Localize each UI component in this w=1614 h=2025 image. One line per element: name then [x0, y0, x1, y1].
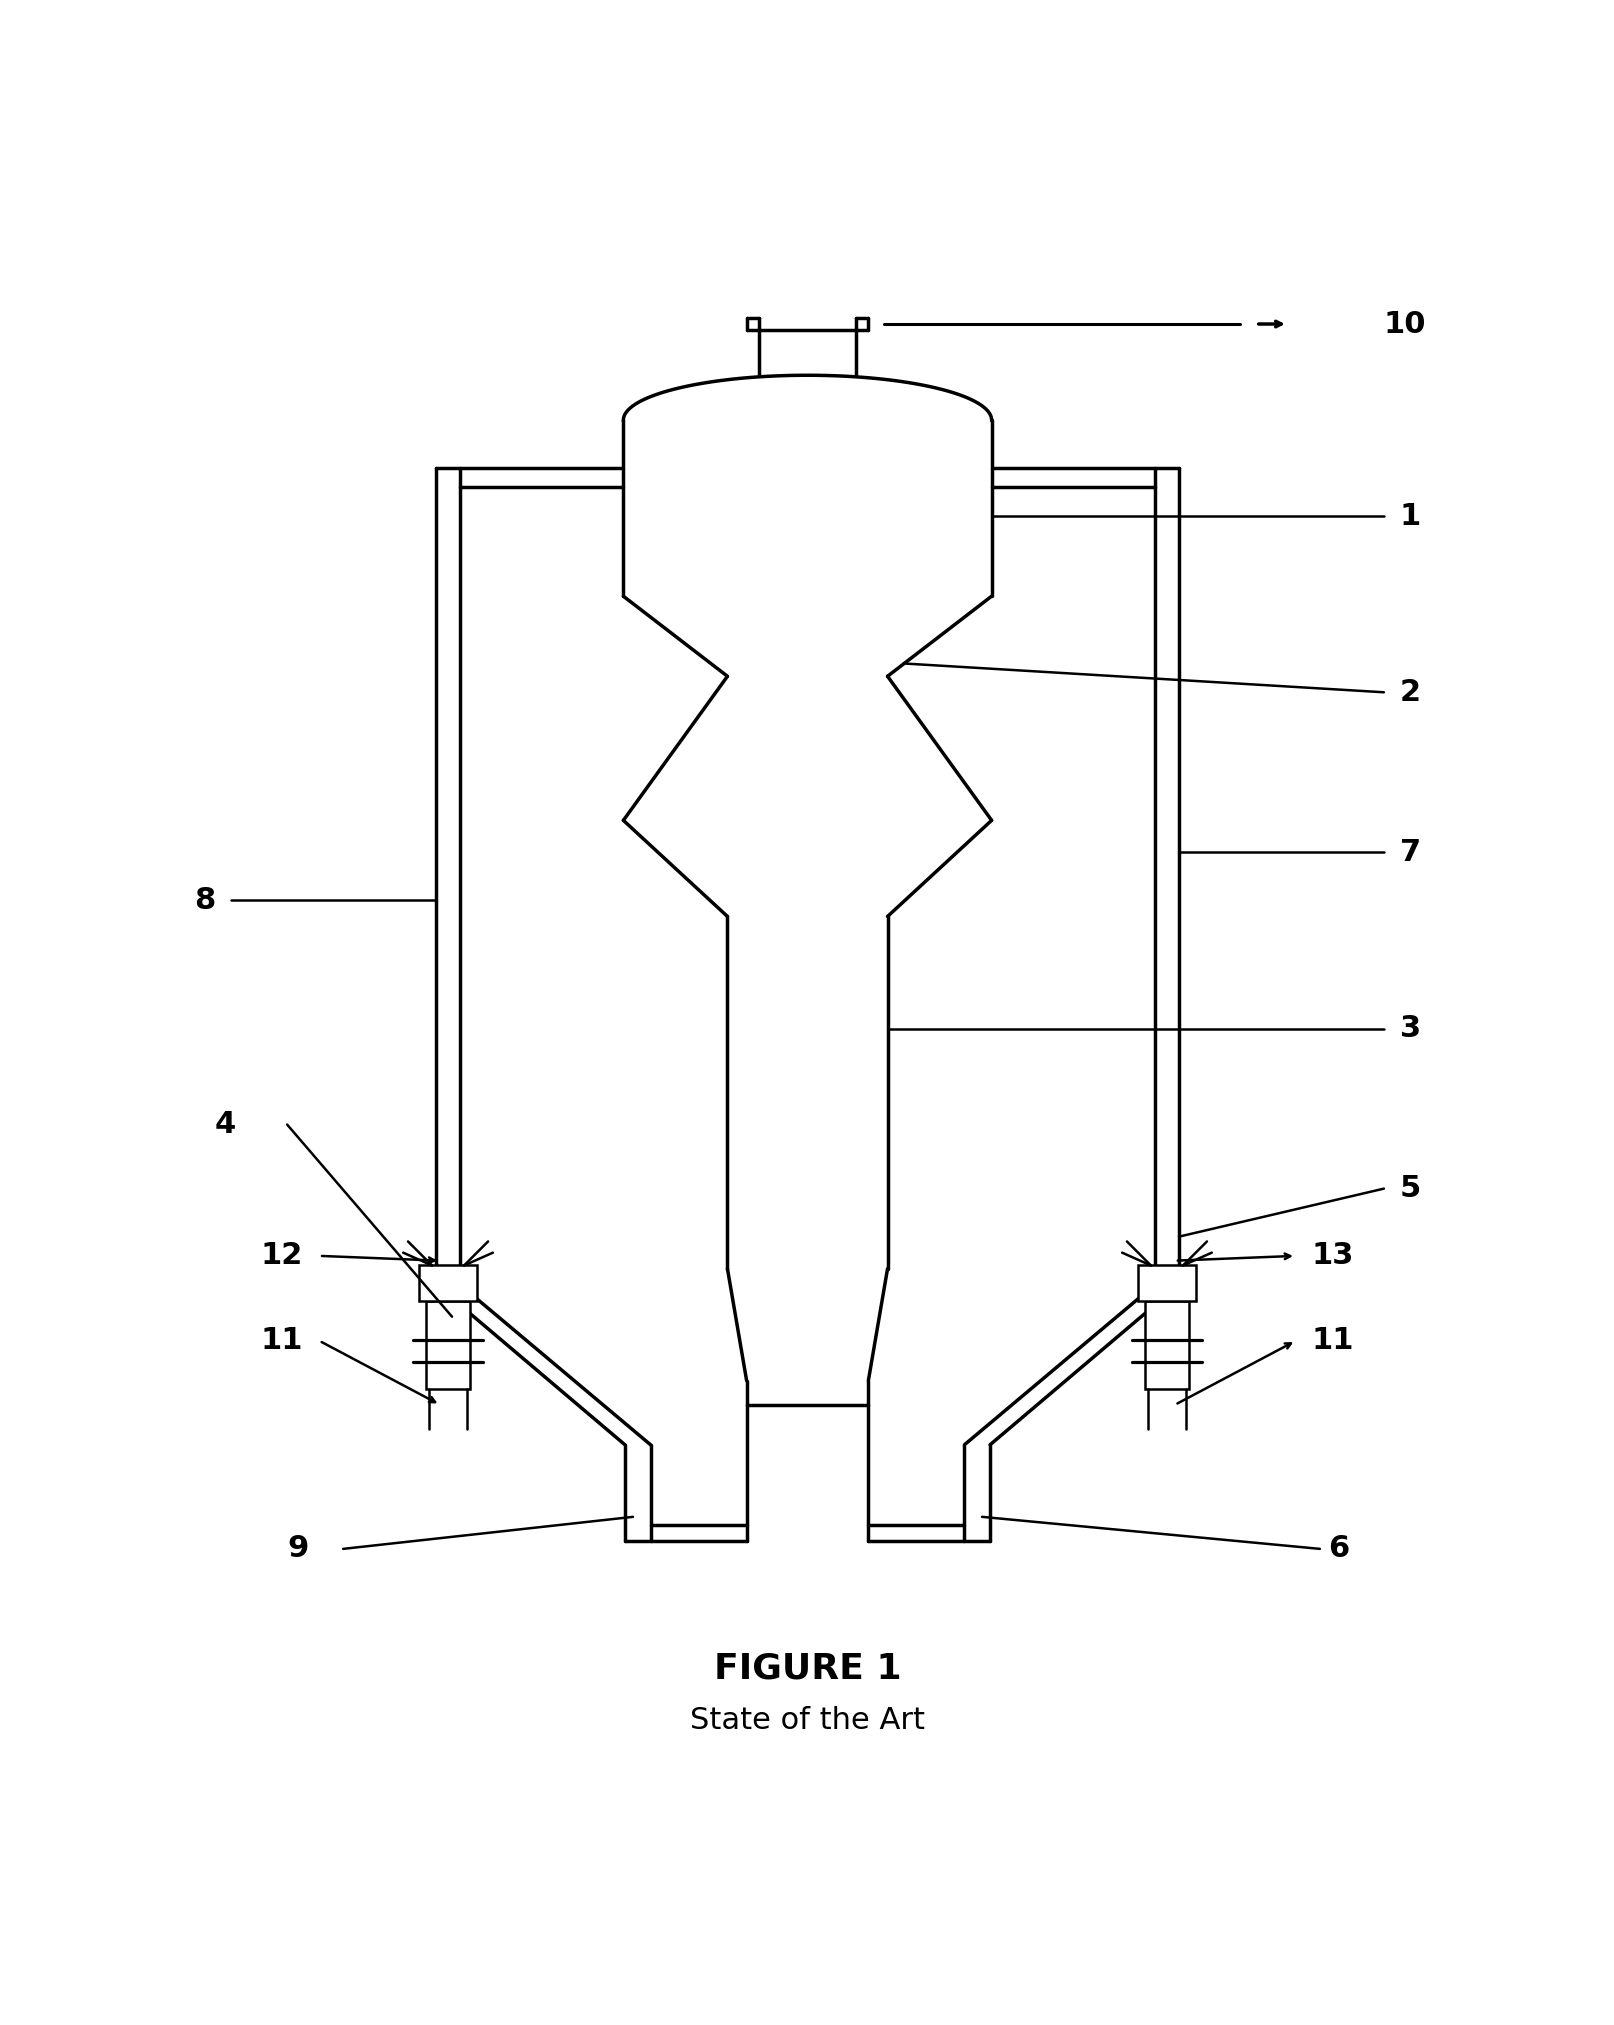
Text: 11: 11: [260, 1326, 303, 1355]
Text: 1: 1: [1399, 502, 1420, 531]
Text: 2: 2: [1399, 678, 1420, 707]
Bar: [1144, 1300, 1188, 1389]
Text: 8: 8: [194, 885, 215, 915]
Text: FIGURE 1: FIGURE 1: [713, 1652, 901, 1687]
Text: State of the Art: State of the Art: [689, 1705, 925, 1735]
Text: 9: 9: [287, 1535, 308, 1563]
Text: 12: 12: [260, 1241, 303, 1270]
Bar: [420, 1266, 476, 1300]
Text: 13: 13: [1311, 1241, 1354, 1270]
Text: 3: 3: [1399, 1015, 1420, 1043]
Text: 10: 10: [1383, 310, 1425, 338]
Text: 5: 5: [1399, 1174, 1420, 1203]
Text: 6: 6: [1327, 1535, 1348, 1563]
Text: 11: 11: [1311, 1326, 1354, 1355]
Bar: [1138, 1266, 1194, 1300]
Text: 4: 4: [215, 1110, 236, 1140]
Bar: [426, 1300, 470, 1389]
Text: 7: 7: [1399, 838, 1420, 867]
